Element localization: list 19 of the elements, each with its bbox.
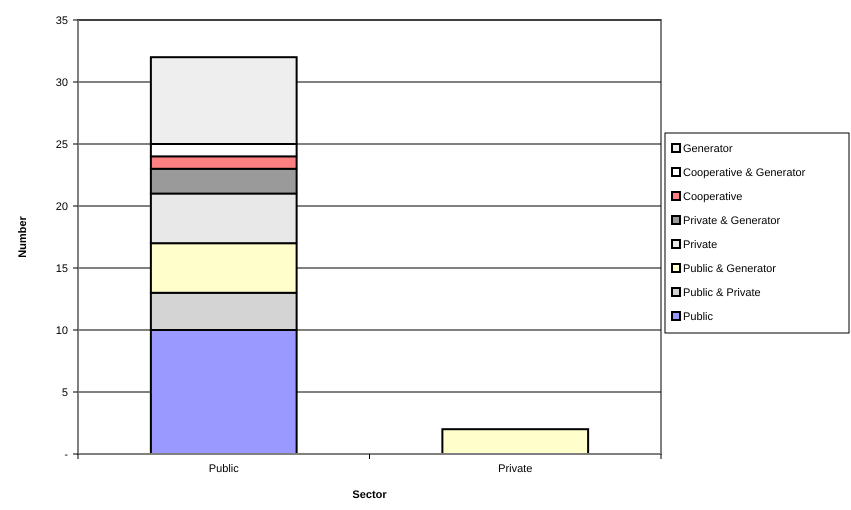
legend-label: Public & Generator: [683, 262, 776, 275]
y-tick-label: 20: [56, 200, 68, 213]
y-tick-label: 10: [56, 324, 68, 337]
y-tick-label: 5: [62, 386, 68, 399]
legend-label: Private & Generator: [683, 214, 781, 227]
y-tick-label: 35: [56, 14, 68, 27]
legend-label: Generator: [683, 142, 733, 155]
y-tick-label: -: [64, 448, 68, 461]
legend-label: Public & Private: [683, 286, 761, 299]
y-tick-label: 30: [56, 76, 68, 89]
y-axis-title: Number: [17, 216, 29, 258]
bar: [441, 428, 590, 455]
legend-label: Cooperative & Generator: [683, 166, 806, 179]
x-axis-title: Sector: [352, 489, 388, 501]
legend-label: Cooperative: [683, 190, 742, 203]
legend-label: Public: [683, 310, 714, 323]
legend-label: Private: [683, 238, 718, 251]
y-tick-label: 15: [56, 262, 68, 275]
y-tick-label: 25: [56, 138, 68, 151]
